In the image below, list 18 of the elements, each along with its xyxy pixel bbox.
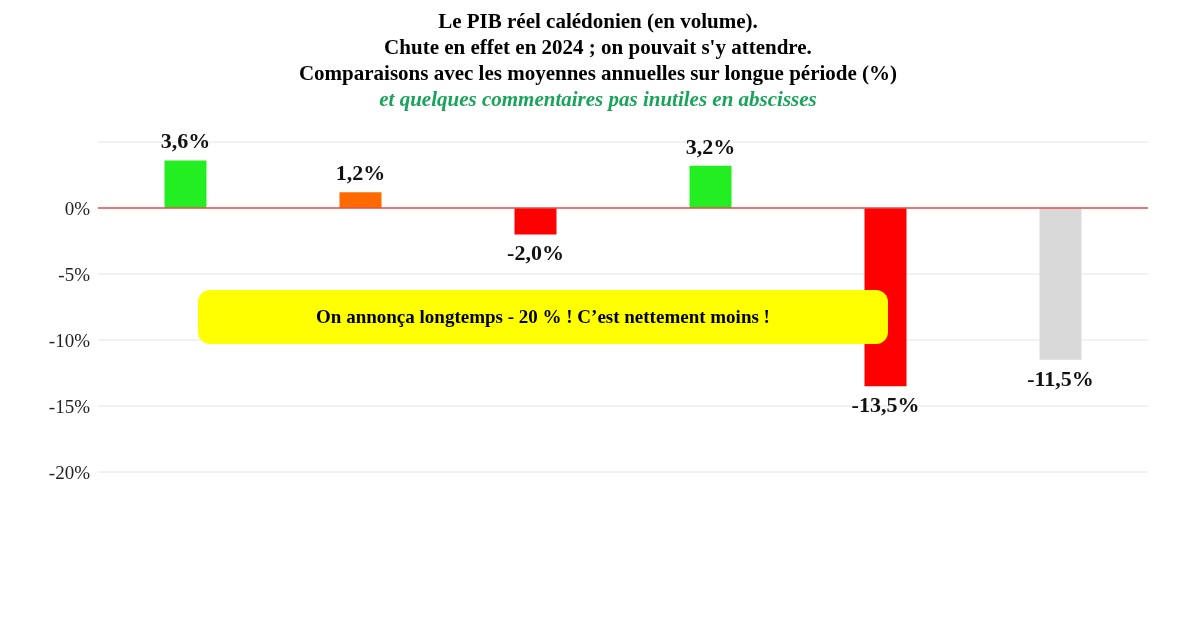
bar — [514, 208, 557, 235]
data-label: 3,2% — [685, 133, 736, 159]
data-label: 3,6% — [160, 128, 211, 154]
chart-subtitle: et quelques commentaires pas inutiles en abscisses — [378, 86, 818, 112]
bar — [164, 160, 207, 208]
chart-title: Le PIB réel calédonien (en volume). Chute en effet en 2024 ; on pouvait s'y attendre. Comparaisons avec les moyennes annuelles sur longue période (%) — [297, 8, 899, 86]
callout-box: On annonça longtemps - 20 % ! C’est nettement moins ! — [198, 290, 888, 344]
bar — [339, 192, 382, 208]
y-tick-label: -15% — [48, 395, 91, 417]
y-tick-label: -5% — [58, 263, 91, 285]
data-label: -11,5% — [1027, 365, 1094, 391]
data-label: -13,5% — [851, 392, 920, 418]
bar — [689, 165, 732, 208]
data-label: -2,0% — [507, 240, 564, 266]
y-tick-label: -10% — [48, 329, 91, 351]
y-tick-label: -20% — [48, 461, 91, 483]
y-tick-label: 0% — [64, 197, 91, 219]
data-label: 1,2% — [335, 160, 386, 186]
